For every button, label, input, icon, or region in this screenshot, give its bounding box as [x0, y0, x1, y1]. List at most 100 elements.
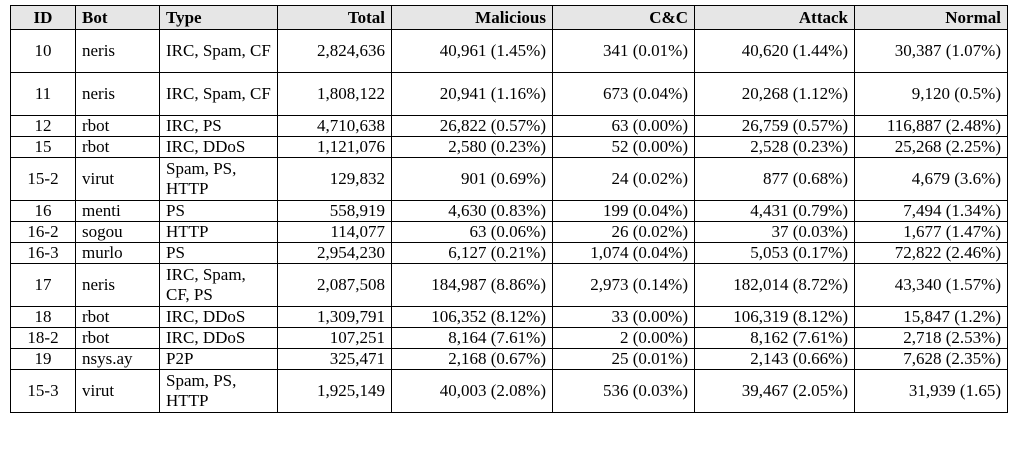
cell-cc: 33 (0.00%) [552, 306, 695, 328]
cell-bot: rbot [75, 115, 160, 137]
cell-malicious: 106,352 (8.12%) [391, 306, 553, 328]
cell-normal: 25,268 (2.25%) [854, 136, 1008, 158]
cell-bot: murlo [75, 242, 160, 264]
table-row: 19 nsys.ay P2P 325,471 2,168 (0.67%) 25 (0.01… [10, 348, 1008, 370]
cell-id: 15-3 [10, 369, 76, 413]
cell-type: IRC, DDoS [159, 306, 278, 328]
cell-total: 1,925,149 [277, 369, 392, 413]
cell-attack: 106,319 (8.12%) [694, 306, 855, 328]
cell-normal: 30,387 (1.07%) [854, 29, 1008, 73]
cell-total: 1,121,076 [277, 136, 392, 158]
cell-malicious: 26,822 (0.57%) [391, 115, 553, 137]
cell-id: 15-2 [10, 157, 76, 201]
cell-bot: sogou [75, 221, 160, 243]
cell-id: 10 [10, 29, 76, 73]
cell-cc: 2 (0.00%) [552, 327, 695, 349]
cell-id: 12 [10, 115, 76, 137]
cell-total: 129,832 [277, 157, 392, 201]
cell-id: 18 [10, 306, 76, 328]
cell-type: PS [159, 242, 278, 264]
cell-type: IRC, Spam, CF, PS [159, 263, 278, 307]
cell-normal: 2,718 (2.53%) [854, 327, 1008, 349]
cell-malicious: 4,630 (0.83%) [391, 200, 553, 222]
cell-cc: 199 (0.04%) [552, 200, 695, 222]
table-row: 15 rbot IRC, DDoS 1,121,076 2,580 (0.23%) 52 … [10, 136, 1008, 158]
cell-id: 18-2 [10, 327, 76, 349]
cell-total: 1,808,122 [277, 72, 392, 116]
cell-bot: rbot [75, 136, 160, 158]
table-row: 10 neris IRC, Spam, CF 2,824,636 40,961 (1.4… [10, 29, 1008, 73]
header-malicious: Malicious [391, 5, 553, 30]
cell-id: 17 [10, 263, 76, 307]
cell-attack: 37 (0.03%) [694, 221, 855, 243]
header-attack: Attack [694, 5, 855, 30]
cell-cc: 1,074 (0.04%) [552, 242, 695, 264]
header-normal: Normal [854, 5, 1008, 30]
header-type: Type [159, 5, 278, 30]
cell-cc: 536 (0.03%) [552, 369, 695, 413]
table-row: 15-2 virut Spam, PS, HTTP 129,832 901 (0.69%… [10, 157, 1008, 201]
cell-normal: 43,340 (1.57%) [854, 263, 1008, 307]
cell-total: 325,471 [277, 348, 392, 370]
cell-attack: 877 (0.68%) [694, 157, 855, 201]
cell-bot: menti [75, 200, 160, 222]
cell-type: P2P [159, 348, 278, 370]
cell-malicious: 2,580 (0.23%) [391, 136, 553, 158]
cell-attack: 4,431 (0.79%) [694, 200, 855, 222]
cell-attack: 182,014 (8.72%) [694, 263, 855, 307]
header-cc: C&C [552, 5, 695, 30]
cell-cc: 2,973 (0.14%) [552, 263, 695, 307]
table-row: 16-2 sogou HTTP 114,077 63 (0.06%) 26 (0.02%)… [10, 221, 1008, 243]
header-id: ID [10, 5, 76, 30]
table-row: 17 neris IRC, Spam, CF, PS 2,087,508 184,987… [10, 263, 1008, 307]
cell-bot: rbot [75, 327, 160, 349]
cell-attack: 39,467 (2.05%) [694, 369, 855, 413]
cell-bot: virut [75, 369, 160, 413]
cell-id: 16-3 [10, 242, 76, 264]
cell-total: 4,710,638 [277, 115, 392, 137]
cell-type: IRC, Spam, CF [159, 72, 278, 116]
table-row: 11 neris IRC, Spam, CF 1,808,122 20,941 (1.1… [10, 72, 1008, 116]
cell-cc: 63 (0.00%) [552, 115, 695, 137]
cell-total: 558,919 [277, 200, 392, 222]
cell-type: IRC, PS [159, 115, 278, 137]
cell-type: Spam, PS, HTTP [159, 369, 278, 413]
table-header-row: ID Bot Type Total Malicious C&C Attack N… [10, 5, 1008, 30]
cell-total: 107,251 [277, 327, 392, 349]
table-row: 16 menti PS 558,919 4,630 (0.83%) 199 (0.04%)… [10, 200, 1008, 222]
cell-bot: rbot [75, 306, 160, 328]
cell-malicious: 20,941 (1.16%) [391, 72, 553, 116]
botnet-dataset-table: ID Bot Type Total Malicious C&C Attack N… [10, 5, 1008, 413]
cell-total: 1,309,791 [277, 306, 392, 328]
cell-id: 15 [10, 136, 76, 158]
table-row: 15-3 virut Spam, PS, HTTP 1,925,149 40,003 (… [10, 369, 1008, 413]
cell-bot: neris [75, 29, 160, 73]
cell-malicious: 2,168 (0.67%) [391, 348, 553, 370]
cell-total: 2,087,508 [277, 263, 392, 307]
cell-normal: 7,494 (1.34%) [854, 200, 1008, 222]
cell-bot: neris [75, 72, 160, 116]
cell-type: IRC, DDoS [159, 327, 278, 349]
cell-bot: nsys.ay [75, 348, 160, 370]
cell-normal: 9,120 (0.5%) [854, 72, 1008, 116]
cell-malicious: 184,987 (8.86%) [391, 263, 553, 307]
cell-id: 16-2 [10, 221, 76, 243]
cell-cc: 52 (0.00%) [552, 136, 695, 158]
cell-bot: virut [75, 157, 160, 201]
cell-cc: 26 (0.02%) [552, 221, 695, 243]
cell-normal: 1,677 (1.47%) [854, 221, 1008, 243]
cell-type: Spam, PS, HTTP [159, 157, 278, 201]
cell-normal: 72,822 (2.46%) [854, 242, 1008, 264]
cell-bot: neris [75, 263, 160, 307]
table-row: 16-3 murlo PS 2,954,230 6,127 (0.21%) 1,074 (… [10, 242, 1008, 264]
cell-attack: 8,162 (7.61%) [694, 327, 855, 349]
header-total: Total [277, 5, 392, 30]
cell-attack: 26,759 (0.57%) [694, 115, 855, 137]
cell-attack: 2,143 (0.66%) [694, 348, 855, 370]
cell-id: 11 [10, 72, 76, 116]
table-row: 18-2 rbot IRC, DDoS 107,251 8,164 (7.61%) 2 (… [10, 327, 1008, 349]
cell-malicious: 6,127 (0.21%) [391, 242, 553, 264]
cell-attack: 2,528 (0.23%) [694, 136, 855, 158]
cell-cc: 341 (0.01%) [552, 29, 695, 73]
header-bot: Bot [75, 5, 160, 30]
